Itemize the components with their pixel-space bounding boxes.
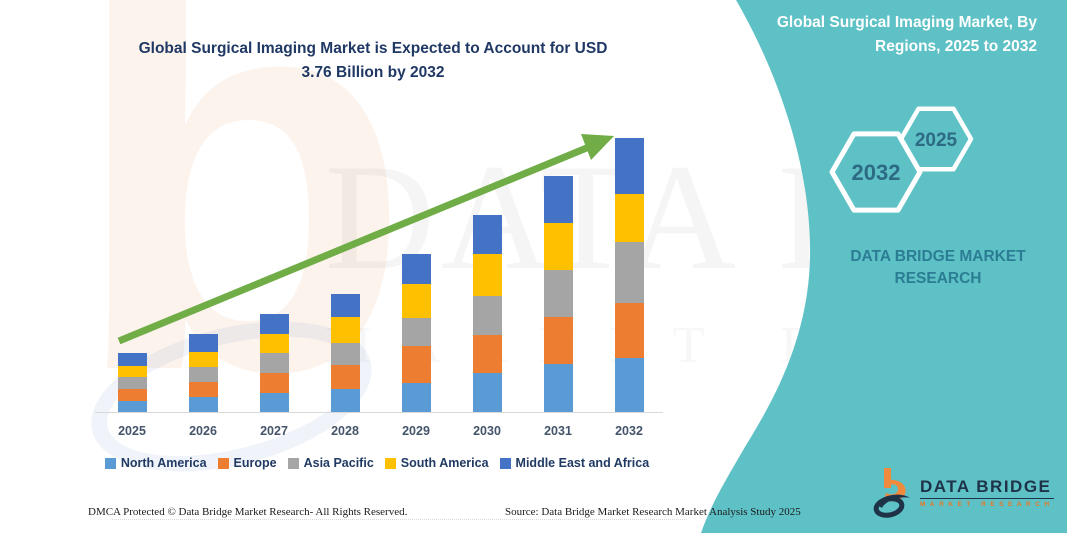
- bar-segment-north-america: [614, 358, 644, 412]
- bar-segment-asia-pacific: [117, 377, 147, 389]
- legend-swatch: [499, 457, 511, 469]
- bar-segment-middle-east-and-africa: [543, 176, 573, 223]
- bar-segment-europe: [259, 373, 289, 393]
- footer-divider: [112, 519, 687, 520]
- bar-segment-asia-pacific: [614, 242, 644, 303]
- bar-segment-north-america: [472, 373, 502, 412]
- panel-brand-line2: RESEARCH: [894, 270, 982, 288]
- bar-segment-south-america: [330, 316, 360, 343]
- bar-segment-south-america: [614, 194, 644, 242]
- bar-segment-europe: [117, 389, 147, 401]
- x-axis-label-2025: 2025: [118, 424, 146, 438]
- x-axis-label-2026: 2026: [189, 424, 217, 438]
- chart-title-line2: 3.76 Billion by 2032: [301, 64, 445, 82]
- bar-segment-south-america: [401, 284, 431, 318]
- bar-2026: [188, 334, 218, 412]
- legend-label: Asia Pacific: [303, 456, 374, 470]
- logo-name: DATA BRIDGE: [920, 477, 1054, 499]
- databridge-logo: DATA BRIDGE MARKET RESEARCH: [872, 466, 1054, 518]
- bar-segment-europe: [188, 382, 218, 397]
- x-axis-label-2028: 2028: [331, 424, 359, 438]
- bar-segment-north-america: [401, 383, 431, 412]
- bar-segment-europe: [401, 346, 431, 383]
- bar-segment-middle-east-and-africa: [614, 138, 644, 194]
- bar-2029: [401, 254, 431, 412]
- bar-segment-europe: [614, 303, 644, 358]
- footer-copyright: DMCA Protected © Data Bridge Market Rese…: [88, 506, 408, 518]
- legend-item-asia-pacific: Asia Pacific: [287, 456, 374, 470]
- bar-segment-europe: [543, 317, 573, 364]
- bar-segment-europe: [330, 365, 360, 390]
- legend-swatch: [384, 457, 396, 469]
- legend-item-middle-east-and-africa: Middle East and Africa: [499, 456, 650, 470]
- bar-2030: [472, 215, 502, 412]
- bar-segment-south-america: [543, 223, 573, 270]
- bar-segment-middle-east-and-africa: [472, 215, 502, 254]
- x-axis-label-2027: 2027: [260, 424, 288, 438]
- bar-segment-asia-pacific: [330, 342, 360, 366]
- bar-segment-asia-pacific: [259, 353, 289, 373]
- bar-segment-north-america: [259, 393, 289, 412]
- bar-segment-middle-east-and-africa: [117, 353, 147, 366]
- bar-2025: [117, 352, 147, 412]
- legend-label: South America: [400, 456, 489, 470]
- bar-segment-north-america: [330, 389, 360, 412]
- bar-segment-north-america: [188, 397, 218, 412]
- legend-item-europe: Europe: [217, 456, 277, 470]
- x-axis-label-2031: 2031: [544, 424, 572, 438]
- x-axis-label-2029: 2029: [402, 424, 430, 438]
- legend-label: Middle East and Africa: [515, 456, 650, 470]
- bar-segment-south-america: [188, 352, 218, 367]
- bar-segment-south-america: [117, 366, 147, 377]
- hexagon-2032: 2032: [829, 131, 923, 213]
- bar-segment-middle-east-and-africa: [330, 293, 360, 317]
- panel-heading-line2: Regions, 2025 to 2032: [875, 38, 1037, 56]
- bar-segment-south-america: [472, 254, 502, 296]
- legend-swatch: [217, 457, 229, 469]
- bar-2028: [330, 293, 360, 412]
- panel-heading: Global Surgical Imaging Market, By Regio…: [727, 11, 1037, 59]
- bar-segment-asia-pacific: [543, 270, 573, 317]
- footer-source: Source: Data Bridge Market Research Mark…: [505, 506, 801, 518]
- bar-segment-north-america: [543, 364, 573, 412]
- hexagon-2025-label: 2025: [915, 130, 958, 151]
- bar-segment-asia-pacific: [401, 318, 431, 346]
- bar-2027: [259, 314, 289, 412]
- bar-2031: [543, 175, 573, 412]
- legend-item-south-america: South America: [384, 456, 489, 470]
- bar-segment-asia-pacific: [188, 367, 218, 382]
- x-axis-line: [95, 412, 663, 413]
- panel-heading-line1: Global Surgical Imaging Market, By: [776, 14, 1037, 31]
- legend-swatch: [104, 457, 116, 469]
- logo-tagline: MARKET RESEARCH: [920, 500, 1054, 508]
- bar-segment-middle-east-and-africa: [259, 314, 289, 334]
- panel-brand-text: DATA BRIDGE MARKET RESEARCH: [838, 246, 1038, 291]
- x-axis-label-2030: 2030: [473, 424, 501, 438]
- bar-segment-europe: [472, 335, 502, 373]
- databridge-logo-icon: [873, 468, 910, 518]
- legend-label: Europe: [233, 456, 277, 470]
- bar-segment-north-america: [117, 401, 147, 412]
- panel-brand-line1: DATA BRIDGE MARKET: [850, 248, 1026, 265]
- legend-item-north-america: North America: [104, 456, 207, 470]
- legend-swatch: [287, 457, 299, 469]
- bar-2032: [614, 138, 644, 412]
- x-axis-label-2032: 2032: [615, 424, 643, 438]
- chart-title: Global Surgical Imaging Market is Expect…: [93, 37, 653, 85]
- bar-segment-middle-east-and-africa: [401, 254, 431, 284]
- chart-title-line1: Global Surgical Imaging Market is Expect…: [138, 40, 608, 57]
- hexagon-2032-label: 2032: [852, 160, 901, 185]
- legend-label: North America: [120, 456, 207, 470]
- chart-legend: North America Europe Asia Pacific South Ame…: [85, 456, 669, 470]
- bar-segment-asia-pacific: [472, 296, 502, 335]
- bar-segment-middle-east-and-africa: [188, 334, 218, 352]
- bar-segment-south-america: [259, 334, 289, 353]
